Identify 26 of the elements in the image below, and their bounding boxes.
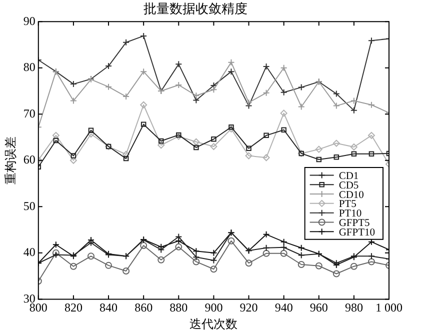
x-tick-label: 980 [344, 300, 363, 315]
x-tick-label: 920 [240, 300, 258, 315]
legend-label: PT5 [338, 199, 356, 210]
y-tick-label: 40 [23, 245, 36, 260]
y-tick-label: 50 [23, 198, 36, 213]
x-axis-title: 迭代次数 [190, 316, 238, 331]
chart-title: 批量数据收敛精度 [144, 1, 248, 16]
x-tick-label: 1 000 [376, 300, 402, 315]
y-tick-label: 80 [23, 60, 36, 74]
x-tick-label: 840 [100, 300, 118, 315]
legend-label: CD1 [338, 170, 359, 182]
x-tick-label: 860 [134, 300, 153, 315]
x-tick-label: 900 [204, 300, 223, 315]
y-tick-label: 90 [23, 14, 36, 28]
x-tick-label: 880 [170, 300, 188, 315]
y-axis-title: 重构误差 [3, 136, 18, 184]
legend-label: GFPT5 [338, 218, 370, 229]
y-tick-label: 70 [23, 106, 36, 120]
legend-label: CD5 [338, 180, 359, 192]
x-tick-label: 940 [274, 300, 293, 315]
y-tick-label: 60 [23, 152, 36, 167]
legend-label: GFPT10 [338, 227, 376, 238]
legend-label: CD10 [338, 190, 364, 201]
x-tick-label: 820 [64, 300, 82, 315]
legend-label: PT10 [338, 208, 362, 220]
x-tick-label: 960 [310, 300, 328, 315]
